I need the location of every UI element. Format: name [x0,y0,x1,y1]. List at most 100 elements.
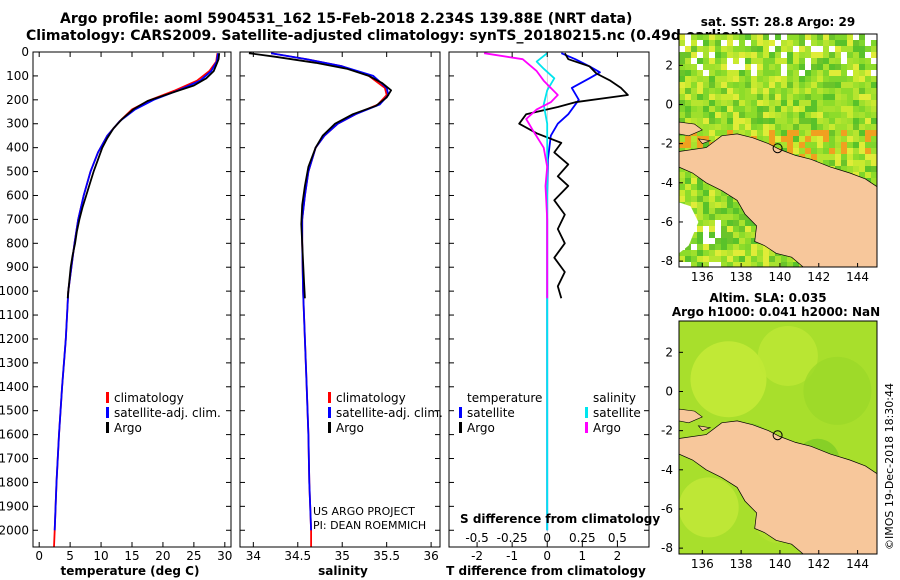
y-tick-label: 1300 [0,356,29,370]
s-tick-label: -0.5 [465,531,488,545]
sst-cell [853,118,859,124]
sst-cell [829,142,835,148]
sst-cell [757,70,763,76]
sst-cell [691,112,697,118]
sst-cell [835,40,841,46]
sst-cell [799,124,805,130]
sst-cell [703,40,709,46]
sst-cell [841,46,847,52]
sst-cell [871,100,877,106]
sst-cell [829,64,835,70]
sst-cell [775,256,781,262]
sst-cell [733,58,739,64]
sst-cell [751,40,757,46]
sst-cell [721,124,727,130]
sst-cell [697,124,703,130]
sst-cell [763,106,769,112]
sst-cell [721,58,727,64]
sst-cell [709,226,715,232]
sst-cell [727,262,733,267]
sst-cell [721,130,727,136]
sst-cell [799,70,805,76]
legend-swatch-sal-satellite [585,407,588,418]
map-y-tick-label: -6 [661,502,673,516]
y-tick-label: 200 [6,93,29,107]
sst-cell [733,130,739,136]
sst-cell [751,112,757,118]
sst-cell [775,262,781,267]
sst-cell [865,142,871,148]
sst-cell [829,94,835,100]
sst-cell [871,106,877,112]
sst-cell [871,94,877,100]
sst-cell [709,88,715,94]
sst-cell [847,118,853,124]
sst-cell [691,52,697,58]
sst-cell [697,232,703,238]
sst-cell [703,130,709,136]
sst-cell [787,40,793,46]
sst-cell [739,64,745,70]
sst-cell [847,82,853,88]
sst-cell [811,82,817,88]
sst-cell [835,154,841,160]
map-x-tick-label: 136 [691,270,714,284]
sst-cell [739,256,745,262]
sst-cell [697,262,703,267]
map-y-tick-label: 2 [665,345,673,359]
sst-cell [871,118,877,124]
sst-cell [685,46,691,52]
legend-label-temp-argo: Argo [467,421,495,435]
sst-cell [733,112,739,118]
sst-cell [835,148,841,154]
sst-cell [841,136,847,142]
sst-cell [763,46,769,52]
sst-cell [829,40,835,46]
sst-cell [757,106,763,112]
map-x-tick-label: 140 [768,270,791,284]
sst-cell [721,64,727,70]
sst-cell [811,106,817,112]
sst-cell [859,100,865,106]
sst-cell [847,40,853,46]
sst-cell [709,238,715,244]
sst-cell [703,76,709,82]
sst-cell [691,88,697,94]
sst-cell [721,112,727,118]
sst-cell [727,232,733,238]
sst-cell [745,250,751,256]
sst-cell [859,154,865,160]
sst-cell [871,58,877,64]
legend-header-temperature: temperature [467,391,542,405]
sst-cell [715,202,721,208]
sst-cell [829,130,835,136]
sst-cell [703,262,709,267]
sst-cell [817,142,823,148]
y-tick-label: 1700 [0,452,29,466]
y-tick-label: 900 [6,260,29,274]
sst-cell [799,64,805,70]
sst-cell [853,40,859,46]
y-tick-label: 800 [6,236,29,250]
sst-cell [727,118,733,124]
temperature-panel: 0 5 10 15 20 25 300100200300400500600700800900… [0,45,232,563]
sst-cell [835,58,841,64]
sst-cell [769,58,775,64]
sst-cell [763,70,769,76]
diff-legend: temperature satellite Argo salinity sate… [459,391,641,435]
map-x-tick-label: 138 [730,270,753,284]
sst-cell [751,238,757,244]
sst-cell [859,160,865,166]
sst-cell [823,34,829,40]
sst-cell [727,256,733,262]
sst-cell [841,94,847,100]
sst-cell [775,124,781,130]
sst-cell [709,100,715,106]
sst-cell [787,148,793,154]
sst-cell [799,52,805,58]
sst-cell [847,142,853,148]
sst-cell [697,76,703,82]
sst-cell [841,34,847,40]
sst-cell [685,76,691,82]
sst-cell [703,64,709,70]
